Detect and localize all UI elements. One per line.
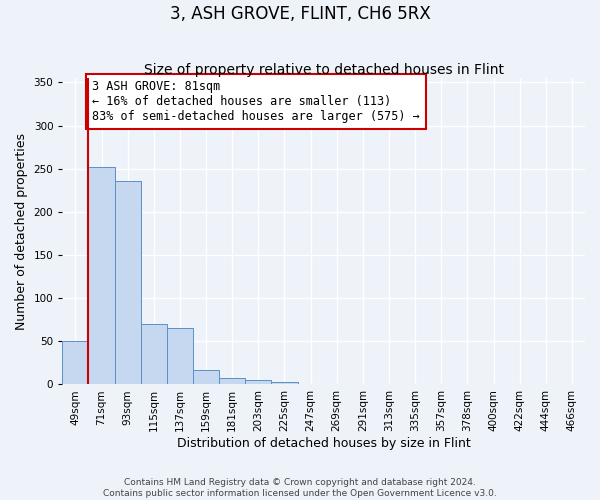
Bar bbox=[88, 167, 115, 384]
Bar bbox=[193, 370, 219, 384]
Y-axis label: Number of detached properties: Number of detached properties bbox=[15, 133, 28, 330]
X-axis label: Distribution of detached houses by size in Flint: Distribution of detached houses by size … bbox=[177, 437, 470, 450]
Text: 3, ASH GROVE, FLINT, CH6 5RX: 3, ASH GROVE, FLINT, CH6 5RX bbox=[170, 5, 430, 23]
Bar bbox=[62, 342, 88, 384]
Bar bbox=[271, 382, 298, 384]
Text: 3 ASH GROVE: 81sqm
← 16% of detached houses are smaller (113)
83% of semi-detach: 3 ASH GROVE: 81sqm ← 16% of detached hou… bbox=[92, 80, 420, 122]
Bar bbox=[115, 181, 141, 384]
Title: Size of property relative to detached houses in Flint: Size of property relative to detached ho… bbox=[143, 63, 503, 77]
Text: Contains HM Land Registry data © Crown copyright and database right 2024.
Contai: Contains HM Land Registry data © Crown c… bbox=[103, 478, 497, 498]
Bar bbox=[245, 380, 271, 384]
Bar bbox=[167, 328, 193, 384]
Bar bbox=[141, 324, 167, 384]
Bar bbox=[219, 378, 245, 384]
